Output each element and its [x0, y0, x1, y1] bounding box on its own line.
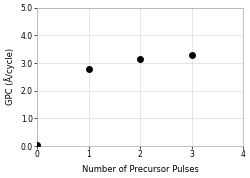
X-axis label: Number of Precursor Pulses: Number of Precursor Pulses: [82, 165, 198, 174]
Point: [190, 53, 194, 56]
Point: [86, 68, 90, 71]
Point: [138, 58, 142, 61]
Point: [35, 143, 39, 146]
Y-axis label: GPC (Å/cycle): GPC (Å/cycle): [4, 48, 15, 105]
